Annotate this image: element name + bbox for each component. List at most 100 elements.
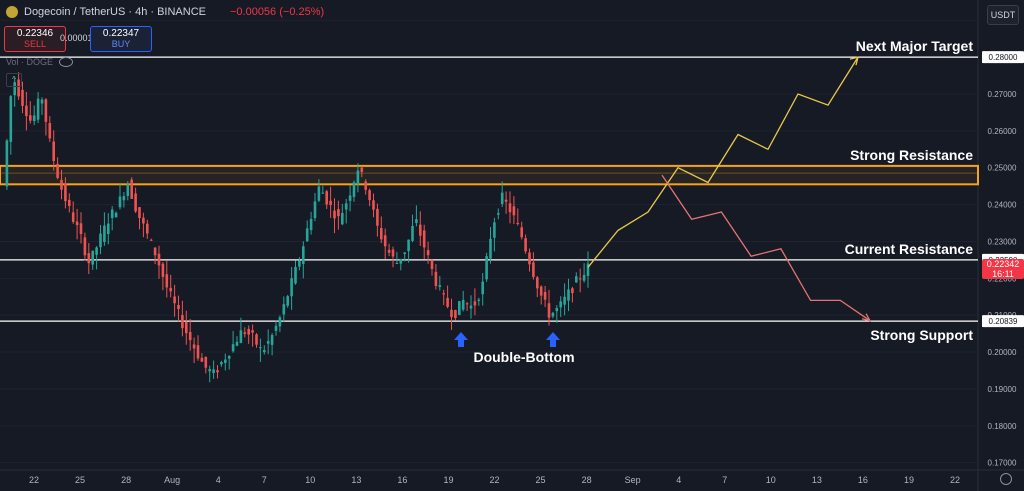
candle-body — [235, 341, 239, 346]
candle-body — [188, 331, 192, 341]
candle-body — [138, 207, 141, 219]
last-price-value: 0.22342 — [986, 258, 1020, 269]
bullish-projection-line[interactable] — [587, 56, 859, 268]
level-price-tag — [982, 51, 1024, 64]
bearish-projection-line[interactable] — [661, 174, 871, 322]
candle-body — [586, 263, 590, 276]
candle-body — [208, 369, 211, 372]
candle-body — [216, 370, 219, 373]
y-tick-label: 0.18000 — [988, 422, 1017, 431]
candle-body — [563, 296, 566, 305]
candle-body — [461, 299, 465, 310]
volume-indicator[interactable]: Vol · DOGE — [6, 57, 74, 67]
candle-body — [543, 291, 547, 300]
candle-body — [473, 301, 477, 306]
candle-body — [454, 310, 457, 319]
candle-body — [95, 247, 98, 255]
candle-body — [79, 223, 83, 235]
x-tick-label: 19 — [904, 475, 914, 485]
y-tick-label: 0.22000 — [988, 274, 1017, 283]
bullish-arrowhead — [849, 56, 859, 66]
candle-body — [458, 301, 461, 315]
candle-body — [169, 287, 172, 292]
buy-button[interactable]: 0.22347 BUY — [90, 26, 152, 52]
candle-body — [446, 297, 449, 307]
spread-value: 0.00001 — [60, 33, 93, 43]
candle-body — [582, 274, 586, 281]
candle-body — [376, 208, 379, 226]
settings-icon[interactable] — [1000, 473, 1012, 485]
resistance-zone[interactable] — [0, 164, 979, 186]
candle-body — [348, 195, 352, 201]
candle-body — [325, 191, 328, 205]
candle-body — [290, 278, 293, 297]
x-tick-label: 22 — [29, 475, 39, 485]
x-tick-label: 16 — [397, 475, 407, 485]
candle-body — [434, 271, 438, 286]
candle-body — [321, 192, 325, 194]
symbol-title[interactable]: Dogecoin / TetherUS · 4h · BINANCE — [24, 6, 206, 18]
candle-body — [356, 170, 360, 185]
x-tick-label: 13 — [812, 475, 822, 485]
candle-body — [555, 307, 559, 312]
candle-body — [103, 225, 106, 242]
candle-body — [485, 256, 488, 280]
candle-body — [411, 225, 414, 241]
candle-body — [157, 253, 161, 266]
x-tick-label: 4 — [676, 475, 681, 485]
candle-body — [36, 98, 40, 120]
collapse-icon[interactable]: ^ — [6, 73, 22, 87]
candle-body — [278, 317, 282, 327]
candle-body — [430, 260, 434, 270]
candle-body — [415, 219, 418, 224]
candle-body — [571, 288, 574, 294]
x-tick-label: Sep — [625, 475, 641, 485]
candle-body — [524, 238, 527, 252]
candle-body — [181, 315, 184, 329]
candle-body — [142, 217, 145, 224]
candle-body — [161, 263, 165, 277]
candle-body — [107, 223, 110, 235]
candle-body — [298, 260, 301, 267]
currency-button[interactable]: USDT — [987, 5, 1019, 25]
candle-body — [239, 330, 243, 343]
x-tick-label: 4 — [216, 475, 221, 485]
candle-body — [352, 182, 356, 197]
y-tick-label: 0.23000 — [988, 237, 1017, 246]
sell-label: SELL — [23, 39, 47, 49]
candle-body — [29, 115, 32, 121]
dogecoin-icon — [6, 6, 18, 18]
x-tick-label: 19 — [443, 475, 453, 485]
candle-body — [508, 203, 512, 213]
candle-body — [192, 344, 196, 349]
candle-body — [450, 309, 453, 318]
candle-body — [368, 190, 371, 201]
candle-body — [465, 303, 469, 305]
y-tick-label: 0.26000 — [988, 127, 1017, 136]
candle-body — [118, 196, 122, 208]
candle-body — [40, 99, 44, 104]
candle-body — [259, 347, 262, 349]
x-tick-label: Aug — [164, 475, 180, 485]
sell-button[interactable]: 0.22346 SELL — [4, 26, 66, 52]
eye-icon[interactable] — [59, 57, 74, 67]
x-tick-label: 10 — [766, 475, 776, 485]
candle-body — [419, 224, 422, 236]
candle-body — [266, 341, 270, 344]
candle-body — [313, 201, 317, 218]
candle-body — [294, 266, 297, 284]
candle-body — [17, 79, 20, 97]
candle-body — [212, 369, 215, 374]
y-tick-label: 0.17000 — [988, 459, 1017, 468]
candle-body — [153, 247, 157, 256]
candle-body — [110, 209, 114, 219]
price-change: −0.00056 (−0.25%) — [229, 6, 325, 18]
candle-body — [231, 344, 235, 352]
candle-body — [270, 335, 274, 345]
candle-body — [44, 99, 48, 122]
candle-body — [122, 196, 126, 201]
candle-body — [13, 82, 16, 96]
bearish-arrowhead — [861, 313, 872, 322]
